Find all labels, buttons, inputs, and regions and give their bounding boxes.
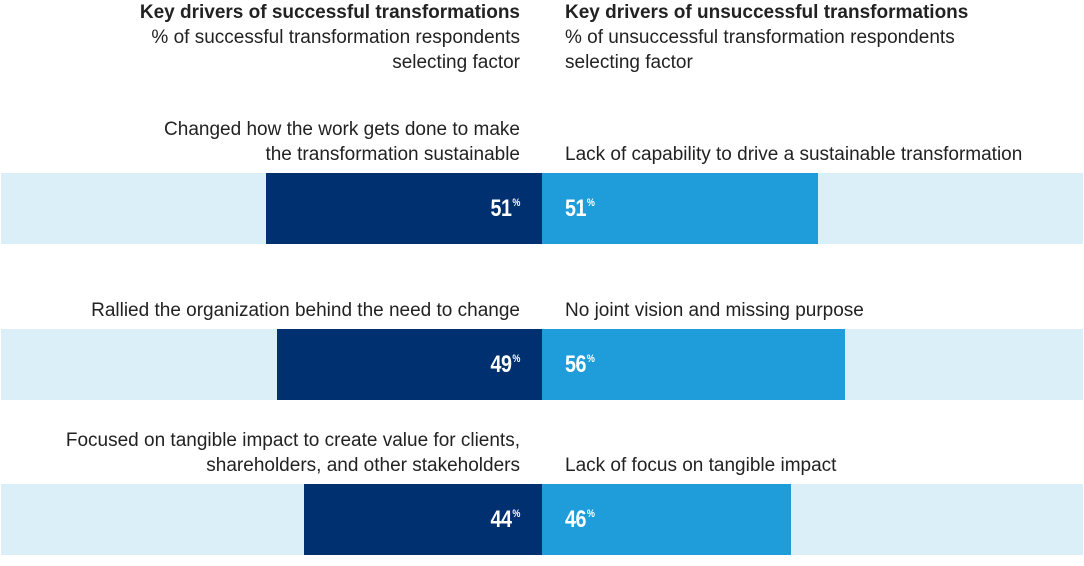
successful-factor-label-line: Focused on tangible impact to create val… <box>65 430 520 451</box>
unsuccessful-bar <box>542 329 845 400</box>
successful-subtitle-line1: % of successful transformation responden… <box>151 27 520 48</box>
percent-unit: % <box>512 353 520 365</box>
successful-factor-label-line: Changed how the work gets done to make <box>164 119 520 140</box>
successful-factor-label-line: the transformation sustainable <box>265 144 520 165</box>
successful-title: Key drivers of successful transformation… <box>139 2 520 23</box>
successful-factor-label: Changed how the work gets done to make th… <box>164 117 520 167</box>
unsuccessful-value-label: 51% <box>565 195 595 222</box>
successful-bar <box>277 329 542 400</box>
successful-value-label: 51% <box>490 195 520 222</box>
unsuccessful-value-label: 56% <box>565 351 595 378</box>
successful-subtitle-line2: selecting factor <box>392 52 520 73</box>
percent-unit: % <box>586 197 595 209</box>
percent-unit: % <box>512 197 520 209</box>
successful-factor-label: Rallied the organization behind the need… <box>91 298 520 323</box>
unsuccessful-bar <box>542 484 791 555</box>
successful-value-label: 44% <box>490 506 520 533</box>
successful-header: Key drivers of successful transformation… <box>140 0 520 75</box>
percent-unit: % <box>586 353 595 365</box>
unsuccessful-value-label: 46% <box>565 506 595 533</box>
unsuccessful-factor-label: Lack of capability to drive a sustainabl… <box>565 144 1023 165</box>
successful-factor-label-line: shareholders, and other stakeholders <box>206 455 520 476</box>
successful-bar <box>266 173 542 244</box>
unsuccessful-subtitle-line1: % of unsuccessful transformation respond… <box>565 27 955 48</box>
unsuccessful-factor-label: Lack of focus on tangible impact <box>565 455 837 476</box>
successful-value-label: 49% <box>490 351 520 378</box>
unsuccessful-subtitle-line2: selecting factor <box>565 52 693 73</box>
percent-unit: % <box>512 508 520 520</box>
unsuccessful-title: Key drivers of unsuccessful transformati… <box>565 2 969 23</box>
unsuccessful-bar <box>542 173 818 244</box>
successful-bar <box>304 484 542 555</box>
successful-factor-label: Focused on tangible impact to create val… <box>66 428 520 478</box>
successful-factor-label-line: Rallied the organization behind the need… <box>91 300 520 321</box>
unsuccessful-factor-label: No joint vision and missing purpose <box>565 300 864 321</box>
unsuccessful-header: Key drivers of unsuccessful transformati… <box>565 0 968 75</box>
percent-unit: % <box>586 508 595 520</box>
